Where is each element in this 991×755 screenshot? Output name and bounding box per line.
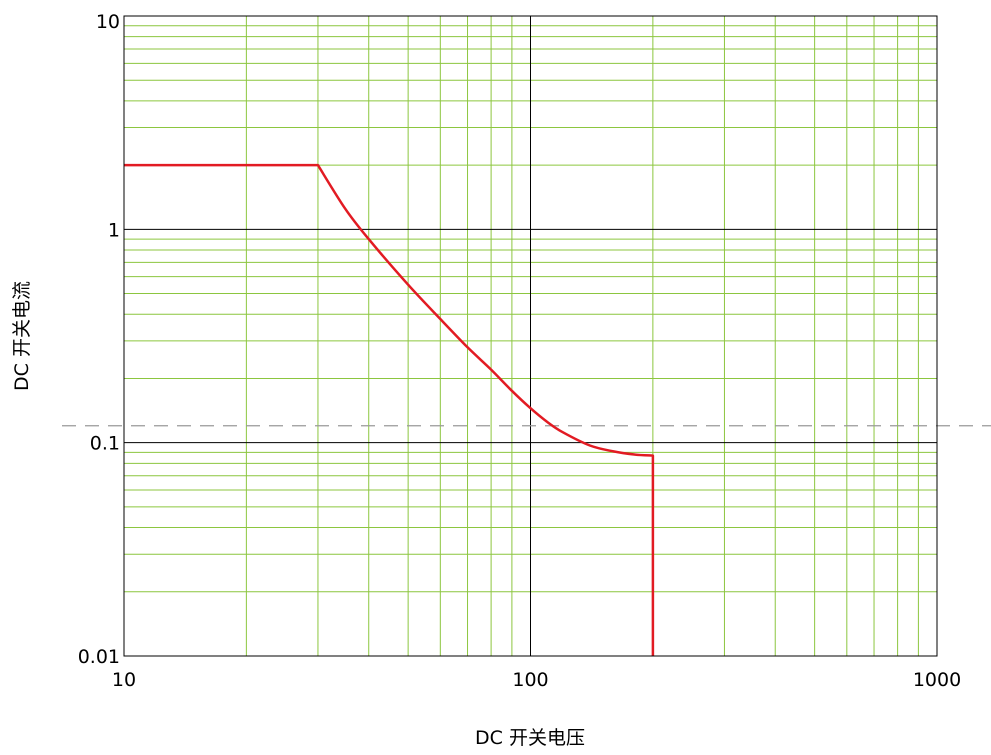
y-tick-label: 1 (108, 219, 120, 241)
series-line-0 (124, 163, 655, 656)
y-tick-label: 10 (96, 11, 120, 33)
y-tick-label: 0.01 (78, 646, 120, 668)
plot-border (123, 15, 938, 657)
x-tick-label: 10 (112, 669, 136, 691)
series-group (124, 163, 655, 656)
x-tick-label: 100 (512, 669, 548, 691)
y-tick-label: 0.1 (90, 433, 120, 455)
y-tick-labels: 0.01 0.1 1 10 (78, 11, 120, 668)
x-axis-title: DC 开关电压 (475, 727, 585, 749)
x-tick-labels: 10 100 1000 (112, 669, 961, 691)
y-axis-title: DC 开关电流 (11, 281, 33, 391)
x-tick-label: 1000 (913, 669, 961, 691)
